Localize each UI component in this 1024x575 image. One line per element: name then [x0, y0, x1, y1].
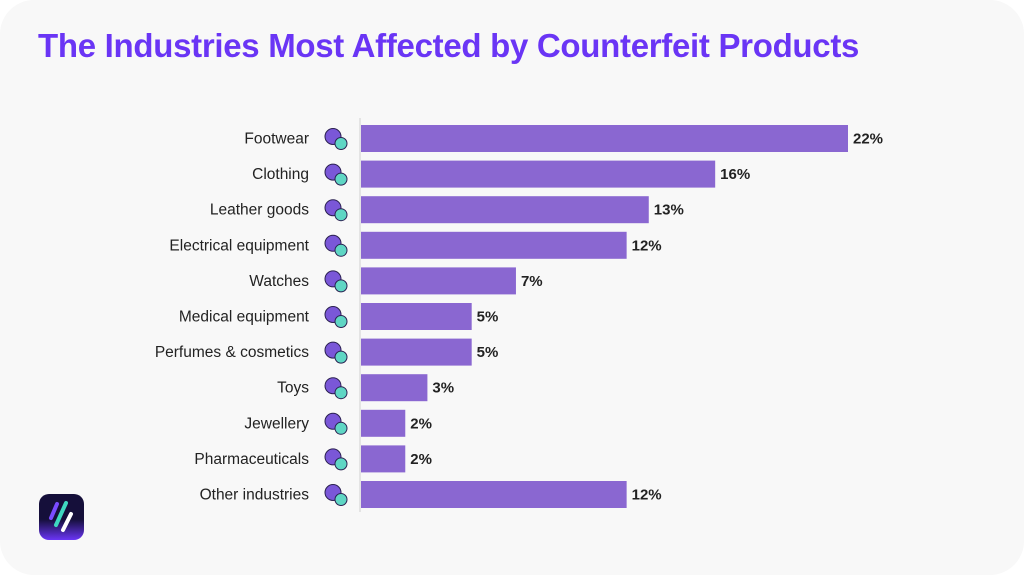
data-label: 2%	[410, 415, 432, 432]
data-label: 7%	[521, 273, 543, 290]
chart-title: The Industries Most Affected by Counterf…	[38, 27, 860, 64]
bar	[361, 374, 428, 402]
tshirt-icon	[324, 163, 348, 186]
category-label: Perfumes & cosmetics	[155, 344, 309, 361]
brand-logo	[39, 494, 84, 540]
bar	[361, 196, 649, 224]
watch-icon	[324, 270, 348, 293]
medical-cross-icon	[324, 306, 348, 328]
pills-icon	[324, 484, 348, 506]
bar	[361, 445, 406, 473]
data-label: 2%	[410, 451, 432, 468]
bar	[361, 303, 472, 330]
data-label: 22%	[853, 131, 883, 148]
category-label: Electrical equipment	[169, 237, 309, 254]
ring-icon	[324, 412, 348, 435]
wallet-icon	[324, 199, 348, 222]
bar	[361, 481, 627, 508]
bar	[361, 125, 848, 152]
category-label: Watches	[249, 273, 309, 290]
plug-icon	[324, 234, 348, 257]
category-label: Pharmaceuticals	[194, 451, 309, 468]
category-label: Footwear	[244, 131, 309, 148]
bar	[361, 160, 716, 188]
data-label: 12%	[632, 237, 662, 254]
bar	[361, 267, 516, 295]
data-label: 5%	[477, 344, 499, 361]
bar	[361, 338, 472, 366]
category-label: Medical equipment	[179, 309, 310, 326]
category-label: Toys	[277, 380, 309, 397]
category-label: Leather goods	[210, 202, 309, 219]
pills-icon	[324, 448, 348, 471]
sneaker-icon	[324, 128, 348, 150]
data-label: 12%	[632, 487, 662, 504]
category-label: Clothing	[252, 166, 309, 183]
category-label: Other industries	[200, 487, 310, 504]
data-label: 5%	[477, 309, 499, 326]
bar	[361, 231, 627, 259]
logo-stripes-icon	[49, 501, 73, 532]
data-label: 13%	[654, 202, 684, 219]
teddy-bear-icon	[324, 377, 348, 400]
bar	[361, 409, 406, 437]
perfume-icon	[324, 341, 348, 364]
category-label: Jewellery	[244, 415, 309, 432]
data-label: 16%	[720, 166, 750, 183]
data-label: 3%	[432, 380, 454, 397]
